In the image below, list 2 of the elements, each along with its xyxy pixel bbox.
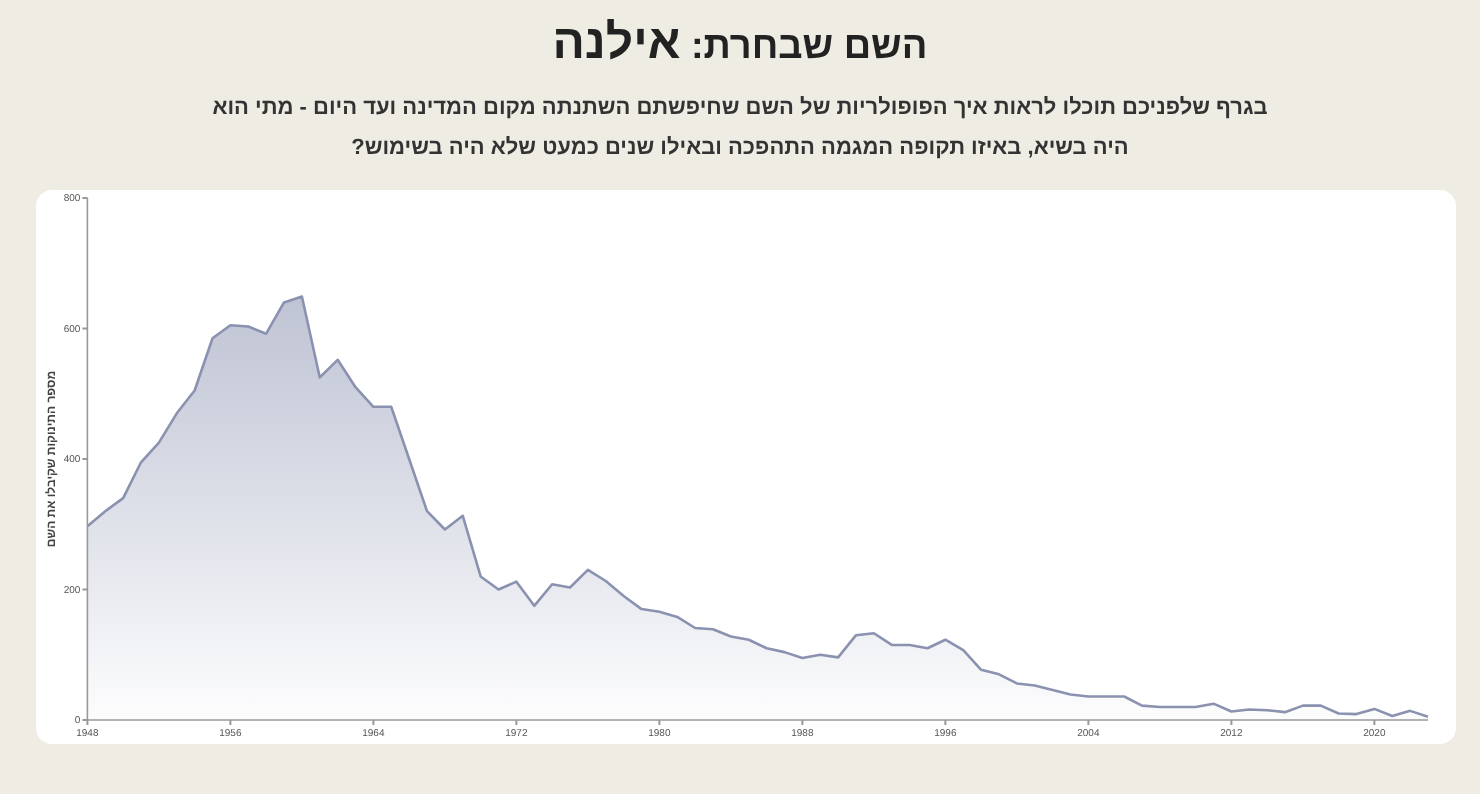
chart-subtitle: בגרף שלפניכם תוכלו לראות איך הפופולריות של השם שחיפשתם השתנתה מקום המדינה ועד היום - מתי הוא היה בשיא, באיזו תקופה המגמה התהפכה ובאילו שנים כמעט שלא היה בשימוש? [210,94,1270,164]
chart-title: השם שבחרת: אילנה [550,16,930,72]
